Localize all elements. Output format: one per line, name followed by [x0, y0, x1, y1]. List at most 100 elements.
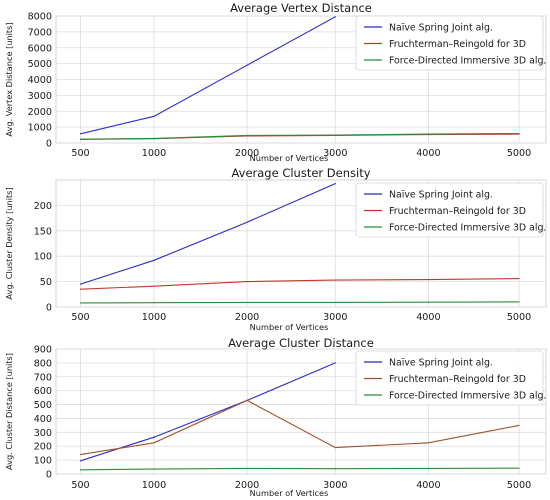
series-line-3 — [80, 467, 520, 471]
data-point — [427, 442, 429, 444]
series-line-2 — [80, 278, 520, 290]
chart-panel-1: 0 1000 2000 3000 4000 5000 6000 7000 8000 500 1000… — [4, 1, 546, 163]
data-point — [334, 362, 336, 364]
x-tick-label: 3000 — [323, 148, 347, 159]
data-point — [518, 467, 520, 469]
data-point — [518, 301, 520, 303]
legend-box — [355, 350, 544, 406]
x-tick-label: 2000 — [235, 480, 259, 491]
data-point — [79, 302, 82, 304]
data-point — [334, 301, 336, 304]
y-axis-label: Avg. Vertex Distance [units] — [4, 22, 14, 136]
y-tick-label: 7000 — [28, 27, 52, 38]
legend-box — [355, 15, 544, 71]
data-point — [153, 137, 155, 139]
data-point — [427, 301, 429, 303]
x-tick-label: 500 — [71, 312, 89, 323]
legend-entry: Naïve Spring Joint alg. — [389, 190, 493, 201]
x-tick-label: 500 — [71, 480, 89, 491]
y-tick-label: 500 — [34, 400, 52, 411]
x-tick-label: 3000 — [323, 480, 347, 491]
chart-title: Average Cluster Density — [231, 166, 370, 180]
data-point — [427, 278, 429, 281]
data-point — [334, 468, 336, 470]
legend-entry: Fruchterman–Reingold for 3D — [389, 206, 526, 217]
chart-title: Average Cluster Distance — [228, 336, 374, 350]
data-point — [79, 288, 82, 290]
y-tick-label: 200 — [34, 442, 52, 453]
y-tick-label: 2000 — [28, 107, 52, 118]
x-tick-label: 5000 — [507, 480, 531, 491]
series-line-1 — [80, 183, 336, 285]
data-point — [153, 436, 155, 438]
data-point — [334, 16, 336, 18]
x-axis-label: Number of Vertices — [250, 322, 329, 332]
y-tick-label: 100 — [34, 252, 52, 263]
legend-box — [355, 182, 544, 238]
y-tick-label: 3000 — [28, 91, 52, 102]
data-point — [153, 302, 155, 304]
data-point — [518, 132, 520, 135]
x-tick-label: 4000 — [416, 148, 440, 159]
data-point — [153, 259, 155, 261]
chart-title: Average Vertex Distance — [230, 1, 372, 15]
y-axis-label: Avg. Cluster Distance [units] — [4, 353, 14, 470]
series-line-1 — [80, 16, 336, 135]
data-point — [334, 182, 336, 185]
data-point — [79, 460, 82, 462]
x-tick-label: 5000 — [507, 148, 531, 159]
y-tick-label: 4000 — [28, 75, 52, 86]
data-point — [246, 64, 248, 66]
x-tick-label: 5000 — [507, 312, 531, 323]
data-point — [246, 134, 248, 136]
data-point — [334, 279, 336, 281]
legend-entry: Force-Directed Immersive 3D alg. — [389, 391, 546, 402]
data-point — [153, 468, 155, 470]
data-point — [79, 138, 82, 140]
y-tick-label: 600 — [34, 386, 52, 397]
y-tick-label: 400 — [34, 414, 52, 425]
legend-entry: Force-Directed Immersive 3D alg. — [389, 223, 546, 234]
y-tick-label: 150 — [34, 226, 52, 237]
y-tick-label: 6000 — [28, 43, 52, 54]
chart-panel-2: 0 50 100 150 200 500 1000 2000 3000 4000 5000 Avera… — [4, 166, 546, 332]
y-tick-label: 0 — [46, 470, 52, 481]
y-tick-label: 0 — [46, 303, 52, 314]
y-tick-label: 50 — [40, 277, 52, 288]
legend-entry: Fruchterman–Reingold for 3D — [389, 374, 526, 385]
y-tick-label: 200 — [34, 201, 52, 212]
series-line-2 — [80, 399, 520, 456]
x-tick-label: 4000 — [416, 480, 440, 491]
data-point — [153, 442, 155, 444]
x-tick-label: 3000 — [323, 312, 347, 323]
data-point — [518, 277, 520, 280]
data-point — [246, 281, 248, 283]
chart-panel-3: 0 100 200 300 400 500 600 700 800 900 500 1000 2000 3… — [4, 336, 546, 498]
y-tick-label: 0 — [46, 139, 52, 150]
y-tick-label: 1000 — [28, 123, 52, 134]
data-point — [427, 133, 429, 135]
data-point — [79, 469, 82, 471]
data-point — [79, 133, 82, 135]
x-tick-label: 4000 — [416, 312, 440, 323]
series-line-3 — [80, 132, 520, 140]
y-axis-label: Avg. Cluster Density [units] — [4, 187, 14, 299]
data-point — [153, 115, 155, 117]
legend-entry: Force-Directed Immersive 3D alg. — [389, 56, 546, 67]
y-tick-label: 100 — [34, 456, 52, 467]
data-point — [246, 221, 248, 223]
y-tick-label: 900 — [34, 345, 52, 356]
data-point — [427, 467, 429, 470]
x-tick-label: 2000 — [235, 312, 259, 323]
data-point — [79, 283, 82, 285]
legend-entry: Naïve Spring Joint alg. — [389, 23, 493, 34]
data-point — [334, 447, 336, 449]
x-tick-label: 1000 — [142, 312, 166, 323]
data-point — [246, 467, 248, 470]
x-tick-label: 1000 — [142, 148, 166, 159]
y-tick-label: 800 — [34, 358, 52, 369]
legend-entry: Naïve Spring Joint alg. — [389, 358, 493, 369]
y-tick-label: 700 — [34, 372, 52, 383]
series-line-3 — [80, 301, 520, 304]
